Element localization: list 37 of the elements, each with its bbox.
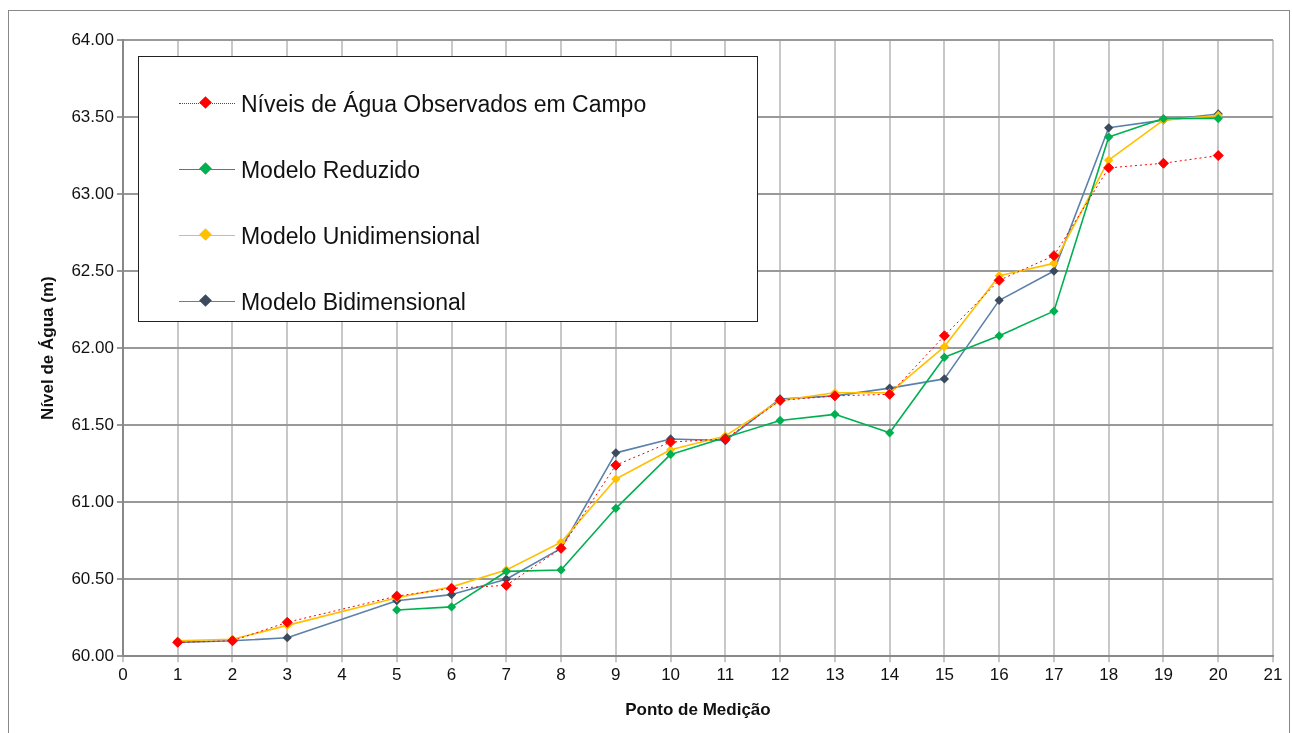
x-tick-label: 19 (1154, 665, 1173, 685)
x-tick-label: 2 (227, 665, 238, 685)
x-tick-label: 3 (282, 665, 292, 685)
x-tick-label: 10 (661, 665, 681, 685)
x-tick-label: 6 (446, 665, 457, 685)
x-tick-label: 7 (501, 665, 512, 685)
y-tick-label: 60.50 (71, 568, 114, 588)
x-tick-label: 9 (611, 665, 621, 685)
x-tick-label: 21 (1263, 665, 1283, 685)
legend-label: Modelo Unidimensional (240, 222, 481, 250)
x-axis-title: Ponto de Medição (625, 700, 771, 720)
y-tick-label: 64.00 (71, 29, 114, 49)
x-tick-label: 8 (556, 665, 566, 685)
y-tick-label: 61.50 (71, 414, 114, 434)
x-tick-label: 17 (1044, 665, 1064, 685)
x-tick-label: 0 (118, 665, 128, 685)
legend-label: Níveis de Água Observados em Campo (240, 90, 647, 118)
x-tick-label: 1 (172, 665, 183, 685)
y-tick-label: 63.00 (71, 183, 114, 203)
legend-label: Modelo Bidimensional (240, 288, 466, 316)
legend-label: Modelo Reduzido (240, 156, 420, 184)
x-tick-label: 11 (716, 665, 735, 685)
x-tick-label: 13 (825, 665, 845, 685)
y-tick-label: 61.00 (71, 491, 114, 511)
x-tick-label: 15 (934, 665, 954, 685)
y-tick-label: 62.00 (71, 337, 114, 357)
y-tick-label: 60.00 (71, 645, 114, 665)
x-tick-label: 14 (880, 665, 900, 685)
x-tick-label: 20 (1208, 665, 1228, 685)
x-tick-label: 16 (989, 665, 1009, 685)
x-tick-label: 4 (337, 665, 347, 685)
y-tick-label: 62.50 (71, 260, 114, 280)
x-tick-label: 12 (770, 665, 790, 685)
y-axis-title: Nível de Água (m) (37, 276, 57, 420)
y-tick-label: 63.50 (71, 106, 114, 126)
x-tick-label: 5 (392, 665, 402, 685)
x-tick-label: 18 (1099, 665, 1119, 685)
